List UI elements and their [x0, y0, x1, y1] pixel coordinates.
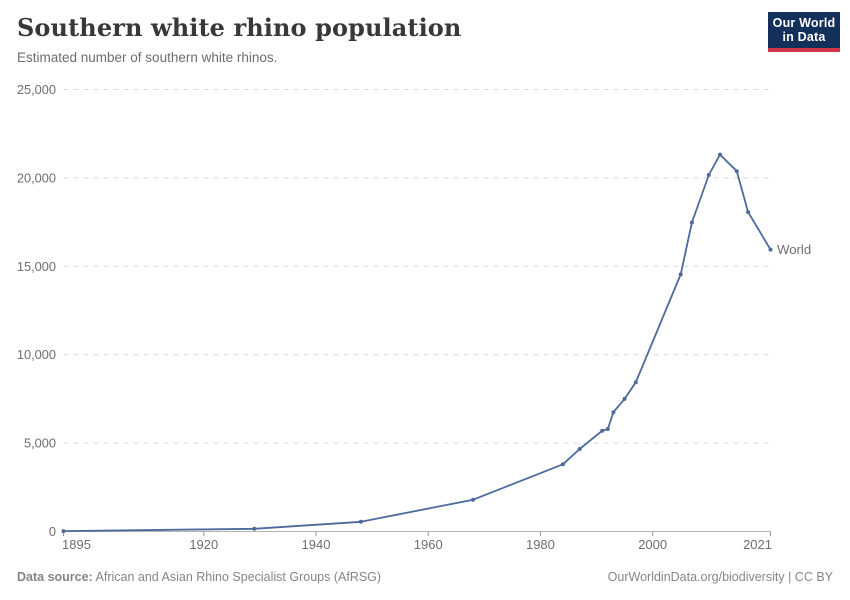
x-tick-label: 1940: [302, 537, 331, 552]
logo-text-line2: in Data: [782, 29, 826, 44]
data-point: [734, 169, 739, 174]
data-point: [600, 428, 605, 433]
data-point: [61, 529, 66, 534]
y-tick-label: 10,000: [17, 347, 56, 362]
data-point: [560, 462, 565, 467]
attribution-link[interactable]: OurWorldinData.org/biodiversity | CC BY: [607, 570, 833, 584]
chart-footer: Data source: African and Asian Rhino Spe…: [17, 570, 833, 585]
data-point: [252, 526, 257, 531]
data-point: [358, 519, 363, 524]
x-tick-label: 1980: [526, 537, 555, 552]
data-point: [577, 447, 582, 451]
data-source-label: Data source:: [17, 570, 93, 584]
x-tick-label: 1960: [414, 537, 443, 552]
data-point: [622, 396, 627, 401]
data-source-text: African and Asian Rhino Specialist Group…: [92, 570, 382, 584]
y-tick-label: 0: [49, 524, 56, 539]
y-tick-label: 15,000: [17, 259, 56, 274]
line-chart: 0 5,000 10,000 15,000 20,000 25,000 1895 1920 19…: [17, 82, 811, 552]
chart-header: Southern white rhino population Estimate…: [17, 13, 730, 66]
data-point: [768, 247, 773, 252]
logo-text-line1: Our World: [772, 16, 836, 30]
data-point: [678, 272, 683, 277]
data-point: [471, 497, 476, 502]
x-tick-label: 1920: [189, 537, 218, 552]
x-tick-label: 2021: [743, 537, 772, 552]
data-point: [605, 427, 610, 431]
series-end-label: World: [777, 242, 811, 257]
page-title: Southern white rhino population: [17, 13, 462, 42]
data-point: [633, 380, 638, 385]
data-point: [718, 152, 722, 157]
x-tick-label: 1895: [62, 537, 91, 552]
y-tick-label: 5,000: [24, 436, 56, 451]
data-point: [611, 410, 616, 415]
x-tick-label: 2000: [638, 537, 667, 552]
y-tick-label: 25,000: [17, 82, 56, 97]
y-tick-label: 20,000: [17, 170, 56, 185]
data-point: [746, 210, 751, 215]
data-point: [706, 173, 711, 177]
data-point: [689, 220, 694, 225]
population-line: [62, 153, 772, 532]
page-subtitle: Estimated number of southern white rhino…: [17, 49, 278, 65]
data-source: Data source: African and Asian Rhino Spe…: [17, 570, 381, 585]
owid-logo[interactable]: Our World in Data: [768, 12, 840, 52]
